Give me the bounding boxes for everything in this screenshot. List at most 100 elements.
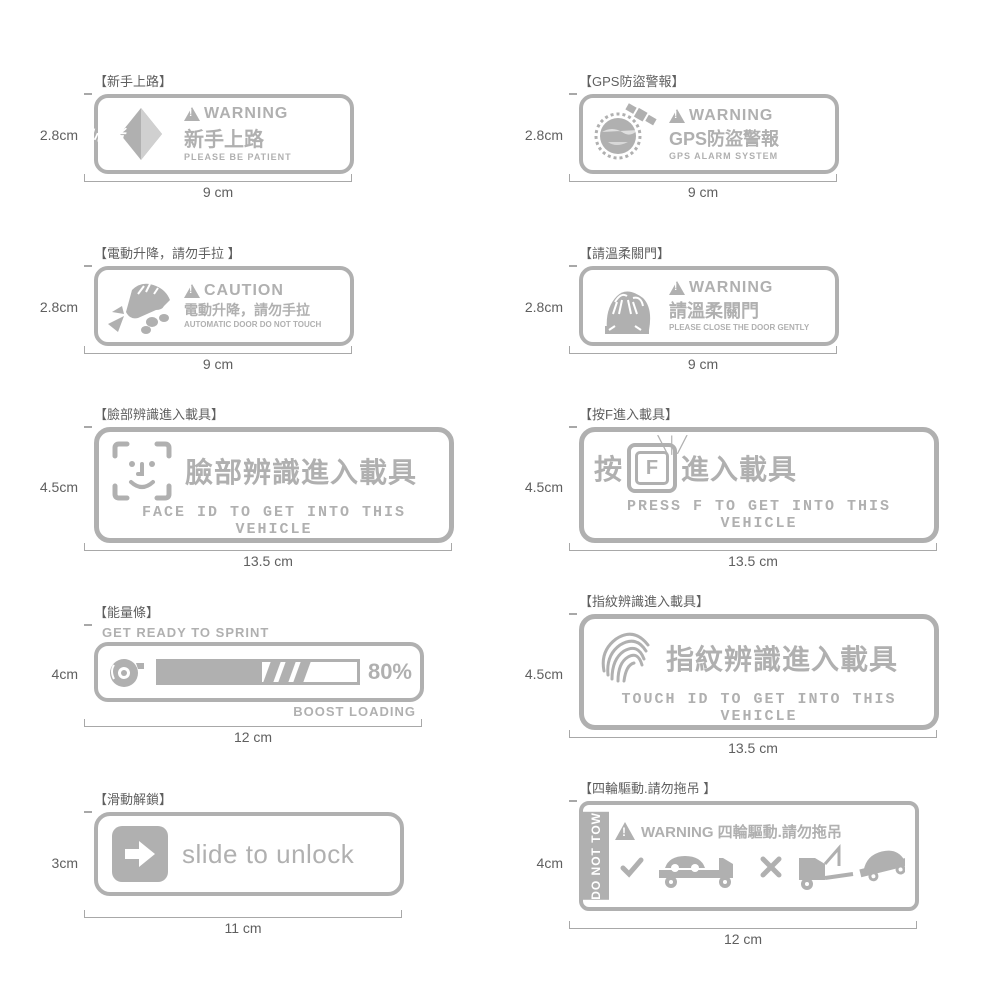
h-rule <box>84 346 352 354</box>
height-label: 2.8cm <box>30 127 84 143</box>
wheel-lift-tow-icon <box>795 842 905 892</box>
l3: PLEASE BE PATIENT <box>184 152 344 162</box>
title-label: 【按F進入載具】 <box>579 404 960 423</box>
l2: 電動升降，請勿手拉 <box>184 300 344 320</box>
cn: 指紋辨識進入載具 <box>666 638 898 678</box>
l2: GPS防盜警報 <box>669 125 829 151</box>
width-label: 12 cm <box>569 931 917 947</box>
h-rule <box>84 174 352 182</box>
sticker-faceid: 臉部辨識進入載具 FACE ID TO GET INTO THIS VEHICL… <box>94 427 454 543</box>
cell-autodoor: 2.8cm 【電動升降，請勿手拉 】 <box>30 232 475 382</box>
height-label: 3cm <box>30 855 84 871</box>
novice-text: 初心者 <box>94 122 125 146</box>
boost-pct: 80% <box>368 659 412 685</box>
en: FACE ID TO GET INTO THIS VEHICLE <box>109 504 439 538</box>
slide-button-icon <box>112 826 168 882</box>
width-label: 13.5 cm <box>569 553 937 569</box>
height-label: 4cm <box>30 666 84 682</box>
globe-satellite-icon <box>588 102 664 166</box>
l2: 請溫柔關門 <box>669 297 829 323</box>
cell-gentle: 2.8cm 【請溫柔關門】 WARN <box>515 232 960 382</box>
h-rule <box>569 174 837 182</box>
height-label: 4cm <box>515 855 569 871</box>
title-label: 【滑動解鎖】 <box>94 789 475 808</box>
cn-pre: 按 <box>594 448 623 488</box>
cell-novice: 2.8cm 【新手上路】 初心者 WARNING 新手上路 <box>30 60 475 210</box>
tow-top-text: WARNING 四輪驅動.請勿拖吊 <box>641 821 842 842</box>
flatbed-truck-icon <box>657 842 747 892</box>
width-label: 13.5 cm <box>569 740 937 756</box>
cell-faceid: 4.5cm 【臉部辨識進入載具】 臉部辨識進入載具 <box>30 404 475 569</box>
l3: GPS ALARM SYSTEM <box>669 151 829 161</box>
boost-bar <box>156 659 360 685</box>
l1: WARNING <box>689 279 773 297</box>
cell-boost: 4cm 【能量條】 GET READY TO SPRINT <box>30 591 475 756</box>
height-label: 2.8cm <box>515 127 569 143</box>
h-rule <box>569 921 917 929</box>
cell-gps: 2.8cm 【GPS防盜警報】 <box>515 60 960 210</box>
title-label: 【臉部辨識進入載具】 <box>94 404 475 423</box>
h-rule <box>84 719 422 727</box>
l2: 新手上路 <box>184 123 344 152</box>
cell-pressf: 4.5cm 【按F進入載具】 按 F ╲│╱ 進入載具 <box>515 404 960 569</box>
width-label: 9 cm <box>569 184 837 200</box>
tow-side: DO NOT TOW <box>583 812 609 900</box>
title-label: 【能量條】 <box>94 602 475 621</box>
sticker-touchid: 指紋辨識進入載具 TOUCH ID TO GET INTO THIS VEHIC… <box>579 614 939 730</box>
sticker-slide: slide to unlock <box>94 812 404 896</box>
title-label: 【GPS防盜警報】 <box>579 71 960 90</box>
sticker-novice: 初心者 WARNING 新手上路 PLEASE BE PATIENT <box>94 94 354 174</box>
width-label: 11 cm <box>84 920 402 936</box>
sticker-autodoor: CAUTION 電動升降，請勿手拉 AUTOMATIC DOOR DO NOT … <box>94 266 354 346</box>
hand-pinch-icon <box>102 274 180 338</box>
x-icon <box>760 856 782 878</box>
cn: 臉部辨識進入載具 <box>185 451 417 491</box>
sticker-tow: DO NOT TOW WARNING 四輪驅動.請勿拖吊 <box>579 801 919 911</box>
turbo-icon <box>106 651 148 693</box>
slide-text: slide to unlock <box>182 839 354 870</box>
title-label: 【電動升降，請勿手拉 】 <box>94 243 475 262</box>
sticker-boost: GET READY TO SPRINT <box>94 625 424 719</box>
sticker-grid: 2.8cm 【新手上路】 初心者 WARNING 新手上路 <box>0 0 1000 987</box>
warning-icon <box>615 822 635 840</box>
l1: CAUTION <box>204 282 284 300</box>
faceid-icon <box>109 438 175 504</box>
h-rule <box>84 543 452 551</box>
key: F <box>635 451 669 485</box>
width-label: 9 cm <box>569 356 837 372</box>
title-label: 【新手上路】 <box>94 71 475 90</box>
height-label: 2.8cm <box>515 299 569 315</box>
keycap-icon: F ╲│╱ <box>627 443 677 493</box>
facepalm-icon <box>587 274 665 338</box>
tow-pictograms <box>615 842 909 892</box>
sticker-gentle: WARNING 請溫柔關門 PLEASE CLOSE THE DOOR GENT… <box>579 266 839 346</box>
height-label: 4.5cm <box>515 666 569 682</box>
h-rule <box>569 543 937 551</box>
cell-slide: 3cm 【滑動解鎖】 slide to unlock 11 cm <box>30 778 475 947</box>
h-rule <box>569 730 937 738</box>
en: TOUCH ID TO GET INTO THIS VEHICLE <box>594 691 924 725</box>
sticker-pressf: 按 F ╲│╱ 進入載具 PRESS F TO GET INTO THIS VE… <box>579 427 939 543</box>
cell-touchid: 4.5cm 【指紋辨識進入載具】 <box>515 591 960 756</box>
height-label: 4.5cm <box>515 479 569 495</box>
height-label: 4.5cm <box>30 479 84 495</box>
l3: AUTOMATIC DOOR DO NOT TOUCH <box>184 320 344 329</box>
width-label: 13.5 cm <box>84 553 452 569</box>
l1: WARNING <box>204 105 288 123</box>
title-label: 【指紋辨識進入載具】 <box>579 591 960 610</box>
h-rule <box>569 346 837 354</box>
width-label: 12 cm <box>84 729 422 745</box>
cell-tow: 4cm 【四輪驅動.請勿拖吊 】 DO NOT TOW WARNING 四輪驅動… <box>515 778 960 947</box>
l1: WARNING <box>689 107 773 125</box>
boost-bottom: BOOST LOADING <box>94 704 416 719</box>
title-label: 【四輪驅動.請勿拖吊 】 <box>579 778 960 797</box>
cn-post: 進入載具 <box>681 448 797 488</box>
h-rule <box>84 910 402 918</box>
title-label: 【請溫柔關門】 <box>579 243 960 262</box>
sticker-gps: WARNING GPS防盜警報 GPS ALARM SYSTEM <box>579 94 839 174</box>
fingerprint-icon <box>594 625 656 691</box>
width-label: 9 cm <box>84 356 352 372</box>
width-label: 9 cm <box>84 184 352 200</box>
en: PRESS F TO GET INTO THIS VEHICLE <box>594 498 924 532</box>
boost-top: GET READY TO SPRINT <box>102 625 424 640</box>
